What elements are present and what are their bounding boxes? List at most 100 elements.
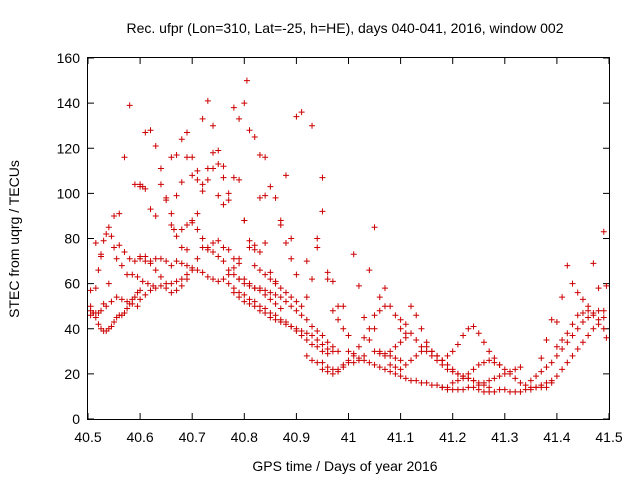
- data-point: [585, 314, 592, 321]
- data-point: [434, 352, 441, 359]
- data-point: [548, 316, 555, 323]
- data-point: [111, 212, 118, 219]
- data-point: [376, 364, 383, 371]
- data-point: [282, 289, 289, 296]
- y-tick-label: 40: [64, 321, 80, 337]
- data-point: [113, 255, 120, 262]
- x-tick-label: 41.5: [595, 429, 622, 445]
- y-tick-label: 160: [57, 50, 81, 66]
- data-point: [564, 359, 571, 366]
- data-point: [225, 197, 232, 204]
- data-point: [251, 246, 258, 253]
- data-point: [262, 192, 269, 199]
- data-point: [397, 339, 404, 346]
- data-point: [108, 323, 115, 330]
- data-point: [173, 287, 180, 294]
- data-point: [251, 133, 258, 140]
- data-point: [319, 341, 326, 348]
- data-point: [590, 325, 597, 332]
- data-point: [303, 330, 310, 337]
- data-point: [345, 348, 352, 355]
- data-point: [215, 278, 222, 285]
- data-point: [470, 323, 477, 330]
- data-point: [121, 249, 128, 256]
- data-point: [87, 287, 94, 294]
- data-point: [168, 262, 175, 269]
- x-tick-label: 41.2: [439, 429, 466, 445]
- data-point: [392, 355, 399, 362]
- data-point: [371, 348, 378, 355]
- data-point: [262, 154, 269, 161]
- data-point: [124, 305, 131, 312]
- data-point: [194, 267, 201, 274]
- data-point: [142, 253, 149, 260]
- data-point: [173, 192, 180, 199]
- data-point: [480, 339, 487, 346]
- x-axis-label: GPS time / Days of year 2016: [252, 458, 437, 474]
- data-point: [288, 303, 295, 310]
- data-point: [324, 269, 331, 276]
- data-point: [392, 312, 399, 319]
- data-point: [507, 388, 514, 395]
- data-point: [194, 176, 201, 183]
- y-axis-label: STEC from uqrg / TECUs: [6, 160, 22, 318]
- data-point: [449, 348, 456, 355]
- data-point: [163, 258, 170, 265]
- data-point: [267, 183, 274, 190]
- data-point: [454, 377, 461, 384]
- data-point: [108, 233, 115, 240]
- data-point: [585, 307, 592, 314]
- data-point: [538, 355, 545, 362]
- data-point: [574, 289, 581, 296]
- data-point: [527, 386, 534, 393]
- data-point: [548, 359, 555, 366]
- data-point: [108, 298, 115, 305]
- data-point: [512, 366, 519, 373]
- data-point: [423, 343, 430, 350]
- data-point: [387, 303, 394, 310]
- data-point: [314, 343, 321, 350]
- data-point: [189, 217, 196, 224]
- data-point: [345, 357, 352, 364]
- data-point: [111, 244, 118, 251]
- data-point: [397, 325, 404, 332]
- data-point: [256, 303, 263, 310]
- data-point: [470, 377, 477, 384]
- x-tick-label: 40.7: [179, 429, 206, 445]
- data-point: [491, 375, 498, 382]
- data-point: [319, 348, 326, 355]
- data-point: [439, 384, 446, 391]
- data-point: [199, 181, 206, 188]
- data-point: [408, 357, 415, 364]
- data-point: [324, 364, 331, 371]
- data-point: [183, 246, 190, 253]
- x-tick-label: 40.9: [283, 429, 310, 445]
- y-tick-label: 0: [72, 411, 80, 427]
- data-point: [319, 174, 326, 181]
- data-point: [543, 337, 550, 344]
- data-point: [277, 316, 284, 323]
- data-point: [152, 255, 159, 262]
- data-point: [600, 325, 607, 332]
- data-point: [251, 262, 258, 269]
- data-point: [168, 210, 175, 217]
- data-point: [533, 384, 540, 391]
- data-point: [397, 366, 404, 373]
- data-point: [210, 276, 217, 283]
- data-point: [350, 359, 357, 366]
- data-point: [129, 300, 136, 307]
- data-point: [350, 352, 357, 359]
- data-point: [470, 384, 477, 391]
- data-point: [100, 237, 107, 244]
- data-point: [241, 298, 248, 305]
- data-point: [178, 226, 185, 233]
- data-point: [303, 352, 310, 359]
- data-point: [199, 244, 206, 251]
- data-point: [293, 307, 300, 314]
- data-point: [168, 280, 175, 287]
- data-point: [564, 339, 571, 346]
- data-point: [309, 122, 316, 129]
- data-point: [215, 161, 222, 168]
- data-point: [256, 267, 263, 274]
- data-point: [579, 318, 586, 325]
